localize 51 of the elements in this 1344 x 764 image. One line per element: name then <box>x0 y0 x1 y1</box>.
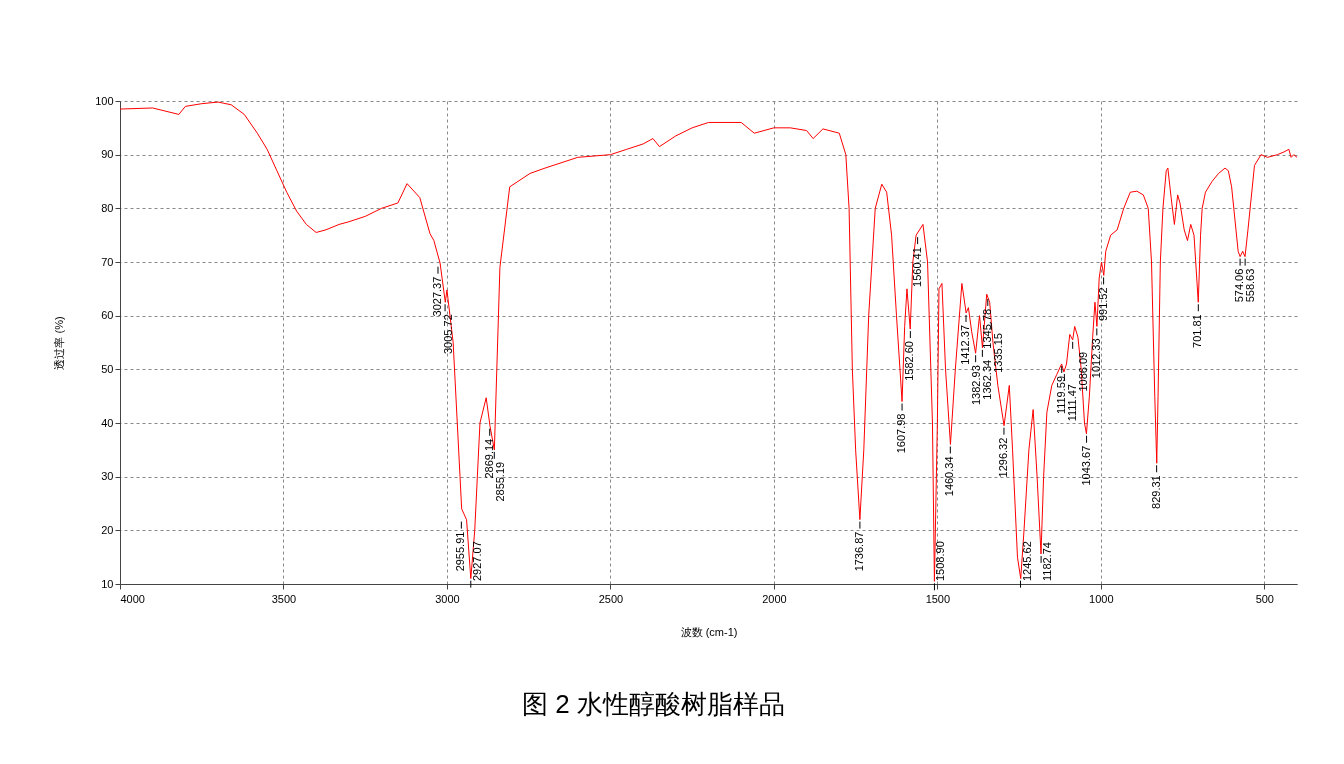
annotation: 1245.62 <box>1020 541 1033 581</box>
annotation: 1607.98 <box>895 413 908 454</box>
annotation: 1335.15 <box>992 333 1005 373</box>
y-tick-label: 50 <box>101 362 114 375</box>
annotation: 1012.33 <box>1089 338 1102 379</box>
x-tick-label: 500 <box>1255 592 1274 605</box>
annotation: 558.63 <box>1244 268 1257 303</box>
y-tick-label: 10 <box>101 577 114 590</box>
y-tick-label: 80 <box>101 201 114 214</box>
x-tick-label: 1500 <box>925 592 951 605</box>
annotation: 1460.34 <box>943 456 956 497</box>
annotation: 2955.91 <box>454 531 467 572</box>
annotation: 1296.32 <box>996 437 1009 478</box>
x-tick-label: 2000 <box>762 592 787 605</box>
annotation: 574.06 <box>1233 268 1246 303</box>
annotation: 1043.67 <box>1079 445 1092 486</box>
y-tick-label: 70 <box>101 255 114 268</box>
y-tick-label: 100 <box>95 94 114 107</box>
annotation: 1736.87 <box>852 531 865 572</box>
text: 图 2 水性醇酸树脂样品 <box>522 689 785 719</box>
annotation: 1560.41 <box>910 247 923 287</box>
annotation: 991.52 <box>1096 287 1109 322</box>
annotation: 1119.59 <box>1054 375 1067 415</box>
annotation: 829.31 <box>1149 475 1162 509</box>
x-tick-label: 3000 <box>435 592 460 605</box>
y-tick-label: 40 <box>101 416 114 429</box>
annotation: 1412.37 <box>959 324 972 365</box>
y-axis-title: 透过率 (%) <box>53 316 66 370</box>
annotation: 3005.72 <box>442 314 454 355</box>
annotation: 1182.74 <box>1041 542 1054 581</box>
y-tick-label: 60 <box>101 309 114 322</box>
annotation: 701.81 <box>1191 314 1204 348</box>
x-axis-title: 波数 (cm-1) <box>680 625 738 638</box>
annotation: 1582.60 <box>903 341 916 381</box>
annotation: 3027.37 <box>431 276 443 317</box>
x-tick-label: 4000 <box>120 592 145 605</box>
annotation: 1111.47 <box>1065 384 1078 422</box>
annotation: 1362.34 <box>981 359 994 400</box>
x-tick-label: 3500 <box>271 592 297 605</box>
y-tick-label: 20 <box>101 523 114 536</box>
annotation: 1508.90 <box>934 541 947 581</box>
annotation: 1086.09 <box>1076 351 1089 392</box>
annotation: 2869.14 <box>482 438 495 479</box>
annotation: 2927.07 <box>470 541 483 581</box>
annotation: 2855.19 <box>493 461 506 502</box>
annotation: 1382.93 <box>970 365 983 405</box>
y-tick-label: 30 <box>101 470 114 483</box>
y-tick-label: 90 <box>101 148 114 161</box>
x-tick-label: 1000 <box>1089 592 1114 605</box>
x-tick-label: 2500 <box>598 592 624 605</box>
annotation: 1345.78 <box>980 308 993 349</box>
